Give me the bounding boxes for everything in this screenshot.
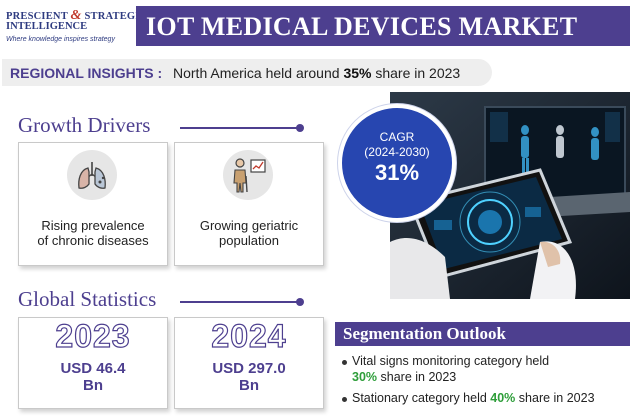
page-title: IOT MEDICAL DEVICES MARKET bbox=[146, 12, 578, 41]
regional-insights-bar: REGIONAL INSIGHTS : North America held a… bbox=[2, 59, 492, 86]
logo-text-prescient: PRESCIENT bbox=[6, 11, 68, 22]
logo-text-strategic: STRATEGIC bbox=[84, 11, 148, 22]
logo-text-intelligence: INTELLIGENCE bbox=[6, 21, 88, 32]
logo-ampersand: & bbox=[70, 8, 82, 23]
segmentation-heading-bar: Segmentation Outlook bbox=[335, 322, 630, 346]
stat-year: 2023 bbox=[55, 317, 131, 354]
driver-text-line1: Growing geriatric bbox=[199, 218, 299, 233]
driver-icon-bg bbox=[67, 150, 117, 200]
cagr-period: (2024-2030) bbox=[364, 145, 430, 159]
segmentation-heading: Segmentation Outlook bbox=[343, 324, 506, 343]
driver-card-chronic-diseases: Rising prevalence of chronic diseases bbox=[18, 142, 168, 266]
heading-dot bbox=[296, 124, 304, 132]
cagr-badge: CAGR (2024-2030) 31% bbox=[338, 104, 456, 222]
stat-card-2023: 2023 USD 46.4 Bn bbox=[18, 317, 168, 409]
segmentation-item-2: Stationary category held 40% share in 20… bbox=[352, 390, 595, 406]
stat-value-line1: USD 297.0 bbox=[212, 360, 286, 377]
stat-value-line1: USD 46.4 bbox=[60, 360, 126, 377]
segmentation-highlight: 40% bbox=[490, 391, 516, 405]
segmentation-text-before: Stationary category held bbox=[352, 391, 491, 405]
stat-year: 2024 bbox=[211, 317, 287, 354]
regional-insights-text: North America held around 35% share in 2… bbox=[173, 65, 460, 81]
regional-text-after: share in 2023 bbox=[371, 65, 461, 81]
title-banner: IOT MEDICAL DEVICES MARKET bbox=[136, 6, 630, 46]
global-statistics-heading: Global Statistics bbox=[18, 287, 157, 311]
heading-underline bbox=[180, 127, 300, 129]
stat-value-line2: Bn bbox=[83, 377, 103, 394]
cagr-value: 31% bbox=[374, 160, 420, 185]
logo-tagline: Where knowledge inspires strategy bbox=[6, 36, 115, 43]
company-logo: PRESCIENT & STRATEGIC INTELLIGENCE Where… bbox=[6, 6, 147, 50]
driver-card-geriatric-population: Growing geriatric population bbox=[174, 142, 324, 266]
stat-value-line2: Bn bbox=[239, 377, 259, 394]
driver-text-line1: Rising prevalence bbox=[41, 218, 145, 233]
regional-text-before: North America held around bbox=[173, 65, 344, 81]
segmentation-item-1-line1: Vital signs monitoring category held bbox=[352, 354, 550, 368]
segmentation-highlight: 30% bbox=[352, 370, 378, 384]
cagr-label: CAGR bbox=[379, 130, 415, 144]
elderly-person-icon bbox=[233, 158, 266, 193]
segmentation-item-1-line2: 30% share in 2023 bbox=[352, 369, 456, 385]
segmentation-text-after: share in 2023 bbox=[377, 370, 457, 384]
bullet-icon bbox=[342, 360, 347, 365]
growth-drivers-heading: Growth Drivers bbox=[18, 113, 151, 137]
stat-card-2024: 2024 USD 297.0 Bn bbox=[174, 317, 324, 409]
bullet-icon bbox=[342, 397, 347, 402]
heading-underline bbox=[180, 301, 300, 303]
heading-dot bbox=[296, 298, 304, 306]
driver-text-line2: of chronic diseases bbox=[37, 233, 149, 248]
driver-text-line2: population bbox=[219, 233, 279, 248]
regional-highlight: 35% bbox=[343, 65, 372, 81]
regional-insights-label: REGIONAL INSIGHTS : bbox=[10, 65, 163, 81]
lungs-icon bbox=[78, 162, 106, 189]
segmentation-text-after: share in 2023 bbox=[515, 391, 595, 405]
driver-icon-bg bbox=[223, 150, 273, 200]
